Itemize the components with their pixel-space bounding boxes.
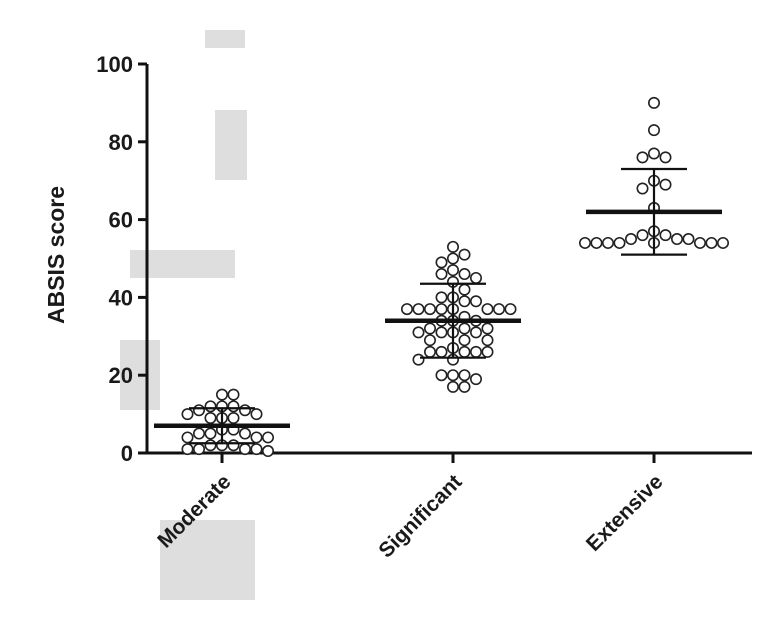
data-point [481,322,494,335]
data-point [435,291,448,304]
data-point [446,264,459,277]
data-point [412,353,425,366]
y-tick-label: 80 [109,130,133,155]
data-point [423,303,436,316]
y-tick-label: 40 [109,285,133,310]
data-point [647,124,660,137]
data-point [435,256,448,269]
data-point [458,322,471,335]
data-point [659,229,672,242]
data-point [458,248,471,261]
y-tick-label: 0 [121,441,133,466]
data-point [636,182,649,195]
data-point [227,411,240,424]
data-point [705,236,718,249]
data-point [435,303,448,316]
data-point [458,283,471,296]
data-point [181,408,194,421]
data-point [423,345,436,358]
data-point [193,443,206,456]
data-point [193,404,206,417]
data-point [469,373,482,386]
data-point [181,443,194,456]
data-point [423,322,436,335]
data-marks [154,96,729,458]
x-tick-label-significant: Significant [374,470,466,562]
data-point [250,443,263,456]
data-point [446,380,459,393]
data-point [446,252,459,265]
data-point [578,236,591,249]
data-point [458,345,471,358]
data-point [412,326,425,339]
data-point [204,439,217,452]
data-point [469,295,482,308]
data-point [193,427,206,440]
data-point [412,303,425,316]
data-point [261,431,274,444]
data-point [481,334,494,347]
data-point [670,233,683,246]
data-point [636,151,649,164]
y-tick-label: 60 [109,208,133,233]
data-point [659,151,672,164]
data-point [716,236,729,249]
data-point [682,233,695,246]
data-point [647,147,660,160]
data-point [624,233,637,246]
data-point [647,96,660,109]
y-tick-label: 100 [96,52,133,77]
data-point [693,236,706,249]
data-point [492,303,505,316]
y-axis-label: ABSIS score [43,186,69,324]
data-point [227,388,240,401]
data-point [435,268,448,281]
data-point [601,236,614,249]
data-point [227,439,240,452]
data-point [458,295,471,308]
x-tick-label-extensive: Extensive [582,470,668,556]
data-point [636,229,649,242]
data-point [204,411,217,424]
data-point [250,408,263,421]
data-point [659,178,672,191]
y-tick-label: 20 [109,363,133,388]
data-point [227,400,240,413]
data-point [250,431,263,444]
data-point [261,445,274,458]
data-point [504,303,517,316]
data-point [204,427,217,440]
data-point [469,271,482,284]
data-point [239,427,252,440]
data-point [435,369,448,382]
data-point [590,236,603,249]
data-point [481,303,494,316]
data-point [423,334,436,347]
data-point [446,240,459,253]
data-point [469,345,482,358]
data-point [400,303,413,316]
data-point [435,345,448,358]
data-point [239,443,252,456]
data-point [435,326,448,339]
data-point [181,431,194,444]
data-point [239,404,252,417]
data-point [204,400,217,413]
data-point [446,369,459,382]
data-point [216,388,229,401]
data-point [458,268,471,281]
data-point [613,236,626,249]
data-point [469,326,482,339]
data-point [481,345,494,358]
data-point [458,380,471,393]
data-point [458,369,471,382]
data-point [458,334,471,347]
